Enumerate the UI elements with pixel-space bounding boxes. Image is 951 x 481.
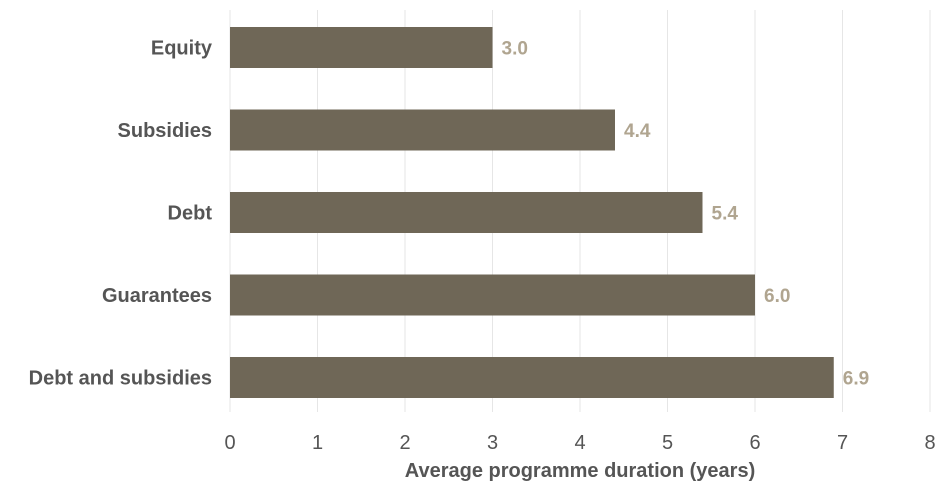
bars	[230, 27, 834, 398]
category-label: Debt	[168, 203, 213, 225]
value-label: 4.4	[624, 121, 651, 142]
bar-debt	[230, 192, 703, 233]
category-label: Subsidies	[118, 120, 212, 142]
category-label: Equity	[151, 38, 213, 60]
value-label: 3.0	[502, 39, 528, 60]
bar-guarantees	[230, 274, 755, 316]
category-labels: Equity Subsidies Debt Guarantees Debt and su…	[29, 38, 213, 390]
x-tick-label: 7	[837, 432, 848, 454]
category-label: Guarantees	[102, 285, 212, 307]
bar-debt-and-subsidies	[230, 357, 834, 398]
category-label: Debt and subsidies	[29, 368, 212, 390]
x-tick-label: 5	[662, 432, 673, 454]
value-label: 5.4	[712, 204, 739, 225]
value-label: 6.9	[843, 369, 869, 390]
x-tick-label: 1	[312, 432, 323, 454]
x-tick-label: 3	[487, 432, 498, 454]
x-tick-label: 4	[574, 432, 585, 454]
x-tick-label: 2	[399, 432, 410, 454]
x-axis-title: Average programme duration (years)	[405, 460, 755, 481]
x-tick-label: 8	[924, 432, 935, 454]
x-axis-ticks: 0 1 2 3 4 5 6 7 8	[224, 432, 935, 454]
bar-equity	[230, 27, 493, 68]
value-label: 6.0	[764, 286, 790, 307]
bar-subsidies	[230, 109, 615, 151]
x-tick-label: 6	[749, 432, 760, 454]
x-tick-label: 0	[224, 432, 235, 454]
value-labels: 3.0 4.4 5.4 6.0 6.9	[502, 39, 870, 390]
